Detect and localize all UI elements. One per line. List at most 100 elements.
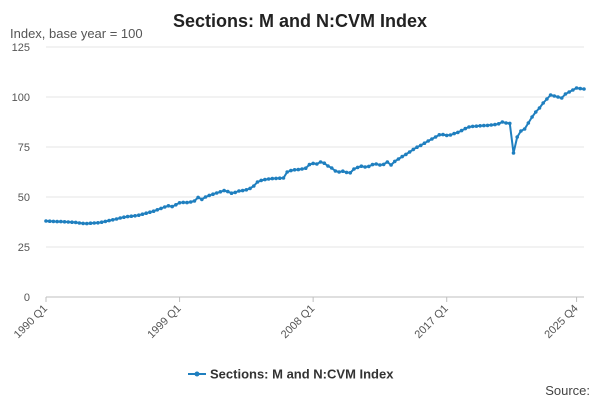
data-point [200, 197, 204, 202]
data-point [333, 169, 338, 173]
data-point [437, 133, 442, 137]
data-point [337, 170, 341, 174]
data-point [181, 200, 186, 205]
data-point [300, 167, 304, 171]
data-point [318, 160, 323, 164]
data-point [303, 166, 308, 170]
data-point [363, 165, 367, 169]
data-point [533, 110, 538, 114]
data-point [88, 221, 93, 225]
legend-marker [194, 371, 200, 377]
data-point [426, 139, 430, 143]
data-point [493, 122, 497, 127]
data-point [73, 220, 78, 225]
data-point [244, 188, 249, 192]
data-point [148, 210, 152, 214]
data-point [188, 200, 193, 204]
data-point [51, 219, 56, 224]
data-point [233, 190, 238, 195]
data-point [203, 195, 208, 199]
data-point [136, 213, 141, 217]
y-tick-label: 25 [18, 242, 30, 254]
data-point [155, 208, 160, 212]
data-point [70, 220, 74, 224]
data-point [281, 176, 286, 180]
data-point [77, 221, 82, 225]
data-point [151, 209, 156, 213]
data-point [222, 188, 226, 193]
data-point [315, 162, 319, 166]
y-tick-labels: 0 25 50 75 100 125 [12, 42, 30, 304]
data-point [430, 137, 434, 141]
data-point [407, 150, 412, 154]
data-point [463, 126, 468, 131]
data-point [237, 189, 241, 193]
data-point [552, 94, 557, 98]
chart-title: Sections: M and N:CVM Index [173, 11, 427, 31]
data-point [444, 133, 449, 138]
data-point [214, 191, 219, 195]
data-point [81, 221, 85, 226]
data-point [326, 164, 330, 168]
data-point [110, 218, 115, 222]
data-point [526, 121, 531, 125]
data-point [556, 95, 560, 99]
data-point [296, 167, 301, 172]
data-point [571, 88, 575, 92]
data-point [92, 221, 97, 225]
data-point [563, 92, 568, 96]
data-point [341, 169, 345, 173]
data-point [370, 162, 375, 167]
data-point [578, 86, 583, 91]
data-point [107, 218, 111, 223]
data-point [218, 190, 223, 194]
data-point [489, 123, 494, 127]
data-point [559, 96, 564, 100]
data-point [103, 219, 108, 224]
data-point [582, 87, 586, 91]
y-tick-label: 100 [12, 92, 30, 104]
data-point [385, 160, 390, 164]
data-point [411, 147, 416, 152]
data-point [96, 221, 100, 225]
data-point [567, 90, 571, 94]
data-point [459, 128, 464, 133]
data-point [285, 170, 289, 174]
data-point [433, 135, 438, 139]
data-point [389, 163, 393, 167]
data-point [574, 86, 579, 90]
data-point [140, 212, 145, 216]
data-point [537, 106, 542, 110]
data-point [59, 219, 63, 224]
data-point [226, 189, 230, 194]
data-point [545, 97, 549, 101]
data-point [470, 124, 475, 129]
data-point [307, 162, 312, 167]
data-point [500, 120, 505, 124]
data-point [404, 152, 408, 157]
data-point [62, 220, 67, 224]
data-point [114, 217, 119, 221]
data-point [467, 125, 471, 129]
data-point [259, 178, 264, 183]
y-axis-label: Index, base year = 100 [10, 26, 143, 41]
data-point [548, 93, 553, 97]
data-point [270, 176, 275, 181]
y-tick-label: 125 [12, 42, 30, 54]
data-point [396, 157, 401, 161]
x-tick-label: 2008 Q1 [279, 303, 317, 341]
data-point [352, 167, 356, 171]
data-point [162, 205, 167, 209]
data-point [482, 123, 486, 128]
data-point [519, 129, 523, 133]
data-point [125, 214, 130, 219]
x-tick-label: 1999 Q1 [145, 303, 183, 341]
data-point [456, 130, 460, 135]
data-point [122, 215, 126, 219]
data-point [159, 206, 163, 211]
data-point [441, 132, 445, 137]
x-tick-label: 2025 Q4 [542, 303, 580, 341]
data-point [452, 131, 456, 136]
data-point [277, 176, 282, 180]
